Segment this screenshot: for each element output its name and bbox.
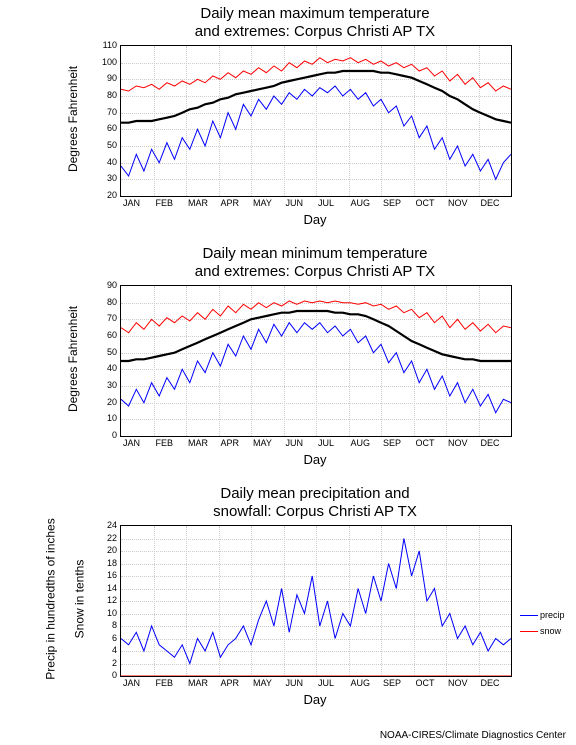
series-line: [121, 539, 511, 664]
y-tick-label: 0: [112, 670, 117, 680]
y-tick-label: 20: [107, 545, 117, 555]
month-tick-label: AUG: [351, 438, 371, 448]
y-tick-label: 14: [107, 583, 117, 593]
series-line: [121, 323, 511, 413]
y-tick-label: 6: [112, 633, 117, 643]
month-tick-label: JUN: [286, 198, 304, 208]
y-tick-label: 70: [107, 313, 117, 323]
chart3-plot: 024681012141618202224JANFEBMARAPRMAYJUNJ…: [120, 525, 512, 677]
chart2-plot: 0102030405060708090JANFEBMARAPRMAYJUNJUL…: [120, 285, 512, 437]
chart2-title: Daily mean minimum temperature and extre…: [120, 245, 510, 281]
legend-swatch: [520, 631, 538, 632]
month-tick-label: MAR: [188, 678, 208, 688]
month-tick-label: DEC: [481, 198, 500, 208]
month-tick-label: OCT: [416, 438, 435, 448]
month-tick-label: FEB: [156, 198, 174, 208]
series-line: [121, 301, 511, 333]
y-tick-label: 20: [107, 190, 117, 200]
y-tick-label: 24: [107, 520, 117, 530]
month-tick-label: APR: [221, 678, 240, 688]
y-tick-label: 22: [107, 533, 117, 543]
y-tick-label: 10: [107, 608, 117, 618]
chart-precip: Daily mean precipitation and snowfall: C…: [0, 0, 576, 152]
chart3-ylabel2: Snow in tenths: [72, 560, 86, 639]
month-tick-label: JAN: [123, 438, 140, 448]
month-tick-label: FEB: [156, 678, 174, 688]
month-tick-label: SEP: [383, 198, 401, 208]
month-tick-label: DEC: [481, 678, 500, 688]
y-tick-label: 30: [107, 380, 117, 390]
legend-swatch: [520, 615, 538, 616]
y-tick-label: 2: [112, 658, 117, 668]
month-tick-label: SEP: [383, 678, 401, 688]
y-tick-label: 90: [107, 280, 117, 290]
y-tick-label: 8: [112, 620, 117, 630]
y-tick-label: 4: [112, 645, 117, 655]
y-tick-label: 50: [107, 347, 117, 357]
chart3-legend: precip snow: [520, 610, 565, 642]
legend-item: snow: [520, 626, 565, 636]
chart3-xlabel: Day: [120, 692, 510, 707]
y-tick-label: 40: [107, 363, 117, 373]
month-tick-label: NOV: [448, 438, 468, 448]
chart3-title-line2: snowfall: Corpus Christi AP TX: [120, 503, 510, 521]
chart2-xlabel: Day: [120, 452, 510, 467]
y-tick-label: 30: [107, 173, 117, 183]
legend-label: precip: [540, 610, 565, 620]
chart3-title-line1: Daily mean precipitation and: [120, 485, 510, 503]
month-tick-label: SEP: [383, 438, 401, 448]
y-tick-label: 16: [107, 570, 117, 580]
month-tick-label: AUG: [351, 198, 371, 208]
month-tick-label: NOV: [448, 678, 468, 688]
series-svg: [121, 286, 511, 436]
month-tick-label: APR: [221, 198, 240, 208]
month-tick-label: NOV: [448, 198, 468, 208]
y-tick-label: 10: [107, 413, 117, 423]
chart1-xlabel: Day: [120, 212, 510, 227]
month-tick-label: JUN: [286, 438, 304, 448]
y-tick-label: 40: [107, 157, 117, 167]
footer-credit: NOAA-CIRES/Climate Diagnostics Center: [380, 730, 566, 741]
month-tick-label: MAR: [188, 198, 208, 208]
y-tick-label: 18: [107, 558, 117, 568]
y-tick-label: 0: [112, 430, 117, 440]
month-tick-label: DEC: [481, 438, 500, 448]
month-tick-label: MAY: [253, 198, 272, 208]
month-tick-label: JUN: [286, 678, 304, 688]
month-tick-label: JUL: [318, 438, 334, 448]
month-tick-label: MAY: [253, 678, 272, 688]
y-tick-label: 12: [107, 595, 117, 605]
month-tick-label: MAR: [188, 438, 208, 448]
month-tick-label: JAN: [123, 198, 140, 208]
chart2-title-line1: Daily mean minimum temperature: [120, 245, 510, 263]
y-tick-label: 20: [107, 397, 117, 407]
month-tick-label: JUL: [318, 198, 334, 208]
month-tick-label: AUG: [351, 678, 371, 688]
chart2-title-line2: and extremes: Corpus Christi AP TX: [120, 263, 510, 281]
chart2-ylabel: Degrees Fahrenheit: [66, 306, 80, 412]
month-tick-label: OCT: [416, 678, 435, 688]
month-tick-label: JUL: [318, 678, 334, 688]
month-tick-label: APR: [221, 438, 240, 448]
series-svg: [121, 526, 511, 676]
month-tick-label: JAN: [123, 678, 140, 688]
legend-item: precip: [520, 610, 565, 620]
month-tick-label: MAY: [253, 438, 272, 448]
y-tick-label: 60: [107, 330, 117, 340]
chart3-ylabel1: Precip in hundredths of inches: [44, 518, 58, 679]
month-tick-label: OCT: [416, 198, 435, 208]
month-tick-label: FEB: [156, 438, 174, 448]
y-tick-label: 80: [107, 297, 117, 307]
legend-label: snow: [540, 626, 561, 636]
chart3-title: Daily mean precipitation and snowfall: C…: [120, 485, 510, 521]
